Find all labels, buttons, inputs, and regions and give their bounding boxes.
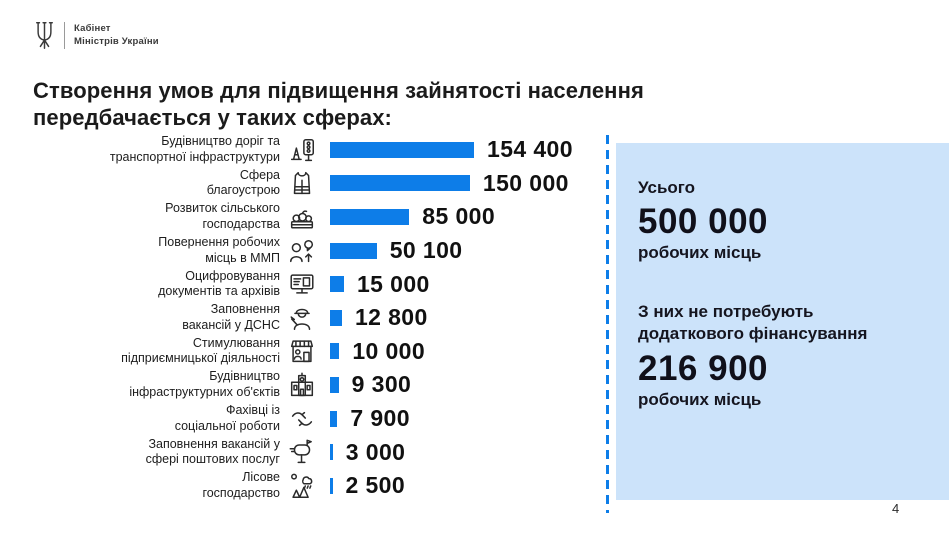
logo-line-2: Міністрів України xyxy=(74,35,159,47)
chart-row: Розвиток сільського господарства 85 000 xyxy=(33,200,608,234)
chart-row: Будівництво доріг та транспортної інфрас… xyxy=(33,133,608,167)
bar xyxy=(330,309,342,326)
bar xyxy=(330,444,333,461)
summary-panel: Усього 500 000 робочих місць З них не по… xyxy=(616,143,949,500)
bar xyxy=(330,175,470,192)
chart-row: Сфера благоустрою 150 000 xyxy=(33,167,608,201)
category-label: Розвиток сільського господарства xyxy=(165,201,280,231)
category-label: Будівництво інфраструктурних об'єктів xyxy=(129,369,280,399)
entrepreneurship-icon xyxy=(287,336,317,366)
value-label: 150 000 xyxy=(482,169,569,196)
road-infrastructure-icon xyxy=(287,135,317,165)
value-label: 7 900 xyxy=(350,405,410,432)
tryzub-icon xyxy=(36,22,53,49)
safety-vest-icon xyxy=(287,168,317,198)
bar xyxy=(330,242,377,259)
bar xyxy=(330,343,340,360)
bar-chart: Будівництво доріг та транспортної інфрас… xyxy=(33,133,608,503)
bar xyxy=(330,208,410,225)
chart-row: Заповнення вакансій у ДСНС 12 800 xyxy=(33,301,608,335)
forestry-icon xyxy=(287,471,317,501)
no-funding-unit: робочих місць xyxy=(638,389,762,409)
total-unit: робочих місць xyxy=(638,243,762,263)
value-label: 10 000 xyxy=(352,337,426,364)
category-label: Повернення робочих місць в ММП xyxy=(158,234,280,265)
value-label: 12 800 xyxy=(354,304,428,331)
category-label: Стимулювання підприємницької діяльності xyxy=(121,335,280,366)
no-funding-label: З них не потребують додаткового фінансув… xyxy=(638,302,868,344)
infrastructure-building-icon xyxy=(287,370,317,400)
category-label: Фахівці із соціальної роботи xyxy=(174,402,280,433)
logo-line-1: Кабінет xyxy=(74,22,111,34)
value-label: 9 300 xyxy=(351,371,412,398)
postal-service-icon xyxy=(287,437,317,467)
total-label: Усього xyxy=(638,178,696,197)
rescue-service-icon xyxy=(287,303,317,333)
no-funding-value: 216 900 xyxy=(638,348,769,388)
chart-row: Будівництво інфраструктурних об'єктів 9 3… xyxy=(33,368,608,402)
bar xyxy=(330,141,474,158)
bar-chart-rows: Будівництво доріг та транспортної інфрас… xyxy=(33,133,608,503)
category-label: Заповнення вакансій у ДСНС xyxy=(182,302,280,332)
digitization-icon xyxy=(287,269,317,299)
total-value: 500 000 xyxy=(638,202,769,242)
category-label: Оцифровування документів та архівів xyxy=(158,268,280,299)
bar xyxy=(330,477,333,494)
category-label: Будівництво доріг та транспортної інфрас… xyxy=(109,134,280,164)
agriculture-icon xyxy=(287,202,317,232)
bar xyxy=(330,376,339,393)
social-work-icon xyxy=(287,404,317,434)
chart-row: Заповнення вакансій у сфері поштових пос… xyxy=(33,435,608,469)
value-label: 85 000 xyxy=(422,203,496,230)
logo-text: Кабінет Міністрів України xyxy=(74,23,159,49)
chart-row: Стимулювання підприємницької діяльності 1… xyxy=(33,335,608,369)
category-label: Лісове господарство xyxy=(202,470,280,500)
category-label: Заповнення вакансій у сфері поштових пос… xyxy=(145,436,280,467)
bar xyxy=(330,410,338,427)
panel-spacer xyxy=(638,264,931,301)
logo-divider xyxy=(64,22,65,49)
value-label: 2 500 xyxy=(345,472,406,499)
category-label: Сфера благоустрою xyxy=(206,167,280,198)
dashed-divider xyxy=(606,135,609,513)
value-label: 50 100 xyxy=(389,237,463,264)
value-label: 3 000 xyxy=(345,438,406,465)
bar xyxy=(330,276,344,293)
chart-row: Лісове господарство 2 500 xyxy=(33,469,608,503)
value-label: 154 400 xyxy=(487,136,573,163)
chart-row: Оцифровування документів та архівів 15 00… xyxy=(33,267,608,301)
page-title: Створення умов для підвищення зайнятості… xyxy=(33,77,644,130)
value-label: 15 000 xyxy=(356,270,430,297)
page-number: 4 xyxy=(892,501,900,516)
chart-row: Повернення робочих місць в ММП 50 100 xyxy=(33,234,608,268)
jobs-return-icon xyxy=(287,236,317,266)
chart-row: Фахівці із соціальної роботи 7 900 xyxy=(33,402,608,436)
government-logo: Кабінет Міністрів України xyxy=(33,20,159,51)
